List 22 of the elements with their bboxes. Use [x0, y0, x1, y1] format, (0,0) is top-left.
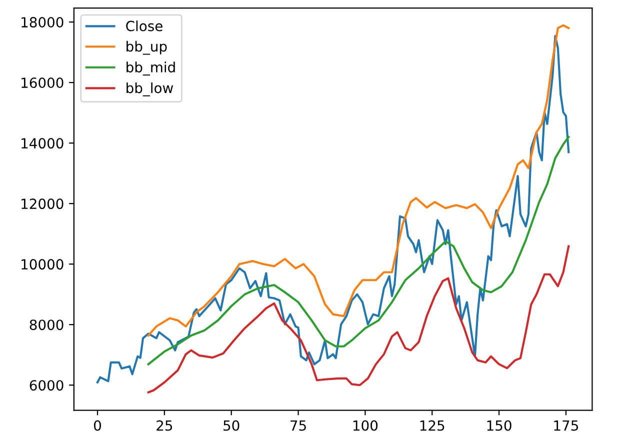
- y-tick-label: 12000: [22, 198, 64, 210]
- line-series: [96, 34, 570, 384]
- legend-label: Close: [126, 20, 162, 32]
- x-tick-label: 175: [554, 420, 578, 431]
- x-tick-label: 0: [94, 420, 101, 431]
- legend-label: bb_low: [126, 82, 174, 96]
- y-tick-label: 14000: [22, 138, 64, 149]
- legend-label: bb_up: [126, 40, 167, 55]
- x-tick-label: 50: [224, 420, 240, 431]
- x-tick-label: 100: [353, 420, 378, 431]
- line-series: [147, 136, 570, 366]
- line-series: [147, 245, 570, 394]
- y-tick-label: 16000: [22, 78, 64, 88]
- x-tick-label: 125: [420, 420, 444, 431]
- x-tick-label: 150: [487, 420, 512, 431]
- legend-label: bb_mid: [126, 62, 175, 76]
- x-tick-label: 75: [290, 420, 306, 431]
- y-tick-label: 18000: [22, 17, 64, 28]
- y-tick-label: 6000: [30, 380, 64, 391]
- y-tick-label: 10000: [22, 259, 64, 270]
- x-tick-label: 25: [156, 420, 172, 431]
- y-tick-label: 8000: [30, 320, 64, 330]
